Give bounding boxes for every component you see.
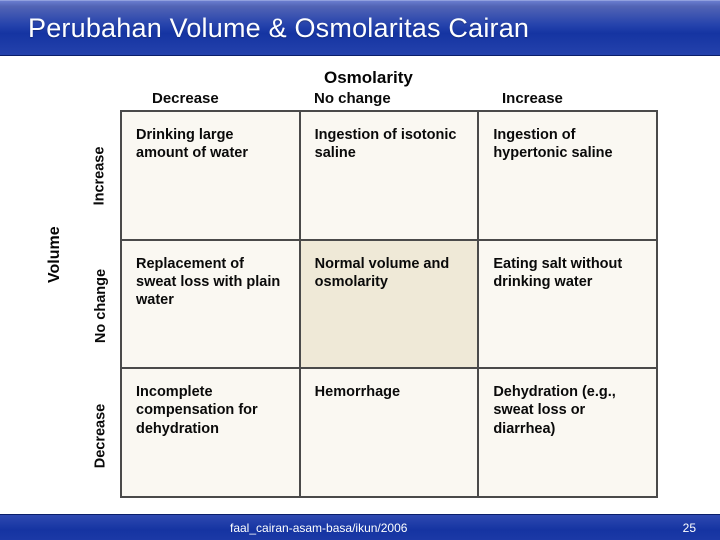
cell-vol-none-osm-dec: Replacement of sweat loss with plain wat…: [122, 241, 299, 368]
axis-left-label: Volume: [46, 226, 64, 283]
footer-page-number: 25: [683, 521, 696, 535]
cell-vol-dec-osm-dec: Incomplete compensation for dehydration: [122, 369, 299, 496]
footer-bar: faal_cairan-asam-basa/ikun/2006 25: [0, 514, 720, 540]
cell-vol-dec-osm-none: Hemorrhage: [301, 369, 478, 496]
cell-vol-inc-osm-inc: Ingestion of hypertonic saline: [479, 112, 656, 239]
cell-vol-none-osm-inc: Eating salt without drinking water: [479, 241, 656, 368]
footer-path: faal_cairan-asam-basa/ikun/2006: [230, 521, 407, 535]
matrix-grid: Drinking large amount of water Ingestion…: [120, 110, 658, 498]
slide-title: Perubahan Volume & Osmolaritas Cairan: [28, 13, 529, 44]
volume-osmolarity-figure: Osmolarity Decrease No change Increase V…: [62, 68, 658, 498]
col-header-nochange: No change: [314, 90, 391, 107]
title-bar: Perubahan Volume & Osmolaritas Cairan: [0, 0, 720, 56]
cell-vol-dec-osm-inc: Dehydration (e.g., sweat loss or diarrhe…: [479, 369, 656, 496]
row-header-decrease: Decrease: [92, 404, 108, 469]
row-header-nochange: No change: [93, 269, 109, 343]
col-header-decrease: Decrease: [152, 90, 219, 107]
axis-top-label: Osmolarity: [324, 68, 413, 88]
cell-vol-inc-osm-dec: Drinking large amount of water: [122, 112, 299, 239]
cell-center-normal: Normal volume and osmolarity: [301, 241, 478, 368]
col-header-increase: Increase: [502, 90, 563, 107]
cell-vol-inc-osm-none: Ingestion of isotonic saline: [301, 112, 478, 239]
row-header-increase: Increase: [91, 147, 107, 206]
